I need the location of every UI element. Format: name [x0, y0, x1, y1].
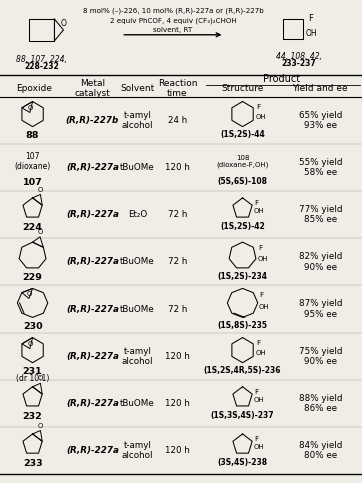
Text: Product: Product: [263, 74, 300, 85]
Text: O: O: [26, 290, 31, 297]
Text: 120 h: 120 h: [165, 446, 190, 455]
Text: 88% yield
86% ee: 88% yield 86% ee: [299, 394, 342, 413]
Text: (1S,2S)-42: (1S,2S)-42: [220, 222, 265, 231]
Text: t-amyl
alcohol: t-amyl alcohol: [122, 441, 153, 460]
Text: O: O: [27, 104, 33, 111]
Text: 75% yield
90% ee: 75% yield 90% ee: [299, 347, 342, 366]
Text: 87% yield
95% ee: 87% yield 95% ee: [299, 299, 342, 319]
Text: 232: 232: [23, 412, 42, 421]
Text: O: O: [38, 375, 43, 382]
Text: Metal
catalyst: Metal catalyst: [74, 79, 110, 99]
Text: 77% yield
85% ee: 77% yield 85% ee: [299, 205, 342, 224]
Text: Structure: Structure: [221, 84, 264, 93]
Text: 65% yield
93% ee: 65% yield 93% ee: [299, 111, 342, 130]
Text: 224: 224: [23, 223, 42, 232]
Text: F: F: [257, 340, 261, 346]
Text: (R,R)-227a: (R,R)-227a: [66, 305, 119, 313]
Text: F: F: [254, 436, 258, 442]
Text: 107
(dioxane): 107 (dioxane): [14, 152, 51, 171]
Text: 120 h: 120 h: [165, 163, 190, 172]
Text: 231: 231: [23, 367, 42, 376]
Text: OH: OH: [254, 208, 264, 214]
Text: (R,R)-227a: (R,R)-227a: [66, 210, 119, 219]
Text: O: O: [27, 341, 33, 347]
Text: 72 h: 72 h: [168, 210, 187, 219]
Text: (R,R)-227b: (R,R)-227b: [66, 116, 119, 125]
Text: (R,R)-227a: (R,R)-227a: [66, 163, 119, 172]
Text: (1S,2S)-234: (1S,2S)-234: [218, 272, 268, 282]
Text: Et₂O: Et₂O: [128, 210, 147, 219]
Text: 84% yield
80% ee: 84% yield 80% ee: [299, 441, 342, 460]
Text: (1S,2S)-44: (1S,2S)-44: [220, 130, 265, 139]
Text: 72 h: 72 h: [168, 257, 187, 266]
Text: solvent, RT: solvent, RT: [153, 27, 193, 33]
Text: 120 h: 120 h: [165, 352, 190, 361]
Text: (R,R)-227a: (R,R)-227a: [66, 446, 119, 455]
Text: 229: 229: [23, 273, 42, 283]
Text: O: O: [60, 19, 66, 28]
Text: t-amyl
alcohol: t-amyl alcohol: [122, 347, 153, 366]
Text: (dr 10:1): (dr 10:1): [16, 374, 49, 383]
Text: tBuOMe: tBuOMe: [120, 257, 155, 266]
Text: F: F: [257, 104, 261, 110]
Text: F: F: [260, 292, 264, 298]
Text: OH: OH: [256, 350, 266, 356]
Text: (R,R)-227a: (R,R)-227a: [66, 399, 119, 408]
Text: OH: OH: [259, 303, 269, 310]
Text: 24 h: 24 h: [168, 116, 187, 125]
Text: tBuOMe: tBuOMe: [120, 305, 155, 313]
Text: F: F: [308, 14, 312, 23]
Text: 230: 230: [23, 322, 42, 330]
Text: 55% yield
58% ee: 55% yield 58% ee: [299, 158, 342, 177]
Text: OH: OH: [257, 256, 268, 262]
Text: O: O: [37, 229, 43, 235]
Text: F: F: [254, 388, 258, 395]
Text: Reaction
time: Reaction time: [157, 79, 197, 99]
Text: Yield and ee: Yield and ee: [292, 84, 348, 93]
Text: t-amyl
alcohol: t-amyl alcohol: [122, 111, 153, 130]
Text: OH: OH: [254, 397, 264, 403]
Text: 82% yield
90% ee: 82% yield 90% ee: [299, 252, 342, 271]
Text: (1S,8S)-235: (1S,8S)-235: [218, 321, 268, 329]
Text: 233-237: 233-237: [281, 59, 316, 68]
Text: tBuOMe: tBuOMe: [120, 163, 155, 172]
Text: (1S,2S,4R,5S)-236: (1S,2S,4R,5S)-236: [204, 366, 281, 375]
Text: 88, 107, 224,: 88, 107, 224,: [16, 55, 67, 64]
Text: (1S,3S,4S)-237: (1S,3S,4S)-237: [211, 411, 274, 420]
Text: (R,R)-227a: (R,R)-227a: [66, 352, 119, 361]
Text: 8 mol% (–)-226, 10 mol% (R,R)-227a or (R,R)-227b: 8 mol% (–)-226, 10 mol% (R,R)-227a or (R…: [83, 8, 264, 14]
Text: 44, 108, 42,: 44, 108, 42,: [275, 52, 322, 61]
Text: OH: OH: [254, 444, 264, 450]
Text: Epoxide: Epoxide: [16, 84, 52, 93]
Text: (3S,4S)-238: (3S,4S)-238: [218, 458, 268, 468]
Text: F: F: [254, 199, 258, 206]
Text: 88: 88: [26, 131, 39, 140]
Text: 228-232: 228-232: [24, 62, 59, 71]
Text: (R,R)-227a: (R,R)-227a: [66, 257, 119, 266]
Text: Solvent: Solvent: [121, 84, 155, 93]
Text: 108
(dioxane-F,OH): 108 (dioxane-F,OH): [216, 155, 269, 168]
Text: 72 h: 72 h: [168, 305, 187, 313]
Text: 2 equiv PhCOF, 4 equiv (CF₃)₂CHOH: 2 equiv PhCOF, 4 equiv (CF₃)₂CHOH: [110, 18, 236, 24]
Text: 107: 107: [23, 178, 42, 187]
Text: O: O: [38, 186, 43, 193]
Text: (5S,6S)-108: (5S,6S)-108: [218, 177, 268, 186]
Text: F: F: [258, 245, 262, 251]
Text: 233: 233: [23, 459, 42, 469]
Text: OH: OH: [256, 114, 266, 120]
Text: 120 h: 120 h: [165, 399, 190, 408]
Text: OH: OH: [305, 29, 317, 38]
Text: O: O: [38, 423, 43, 428]
Text: tBuOMe: tBuOMe: [120, 399, 155, 408]
